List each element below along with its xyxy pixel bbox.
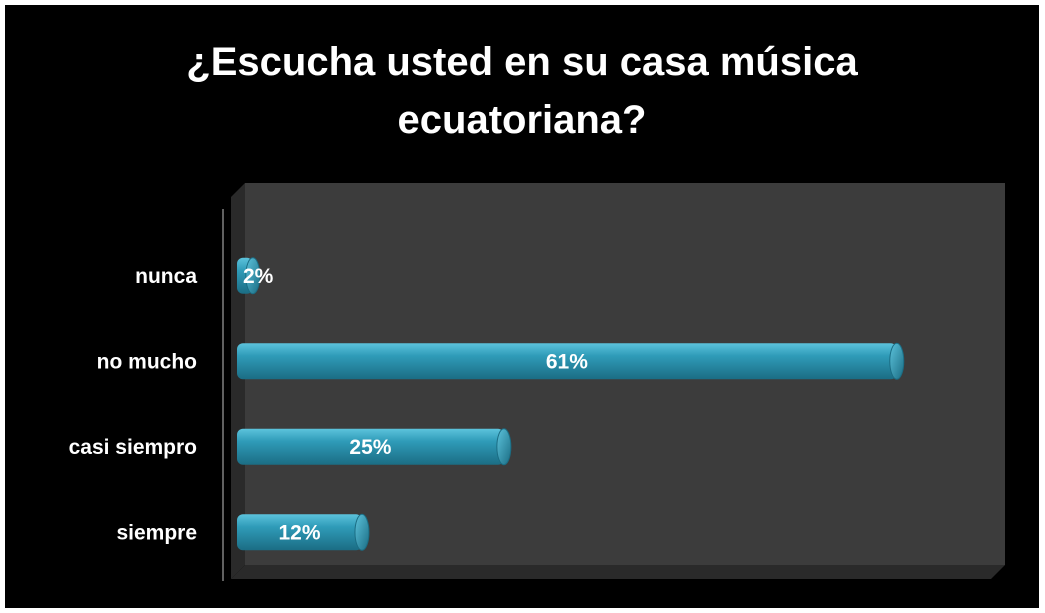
category-labels: siempre casi siempro no mucho nunca xyxy=(69,265,198,545)
category-label: siempre xyxy=(116,521,197,544)
value-label: 12% xyxy=(278,521,320,544)
bar-cap-casi-siempro xyxy=(496,428,512,466)
bar-no-mucho xyxy=(237,343,897,380)
chart-title-line-2: ecuatoriana? xyxy=(397,98,647,142)
plot-floor xyxy=(231,565,1005,579)
bar-siempre xyxy=(237,514,362,551)
bars-group xyxy=(237,257,905,551)
bar-chart: siempre casi siempro no mucho nunca 12% 25% 6… xyxy=(69,183,1005,581)
bar-cap-no-mucho xyxy=(889,342,905,380)
bar-cap-siempre xyxy=(354,513,370,551)
category-label: no mucho xyxy=(97,350,197,373)
chart-title: ¿Escucha usted en su casa música ecuator… xyxy=(5,33,1039,149)
bar-cap-nunca xyxy=(245,257,261,295)
chart-frame: ¿Escucha usted en su casa música ecuator… xyxy=(5,5,1039,608)
category-label: nunca xyxy=(135,265,197,288)
value-label: 61% xyxy=(546,350,588,373)
value-labels: 12% 25% 61% 2% xyxy=(243,265,588,545)
chart-title-line-1: ¿Escucha usted en su casa música xyxy=(186,40,858,84)
category-label: casi siempro xyxy=(69,436,197,459)
bar-casi-siempro xyxy=(237,428,504,465)
value-label: 2% xyxy=(243,265,274,288)
value-label: 25% xyxy=(349,436,391,459)
